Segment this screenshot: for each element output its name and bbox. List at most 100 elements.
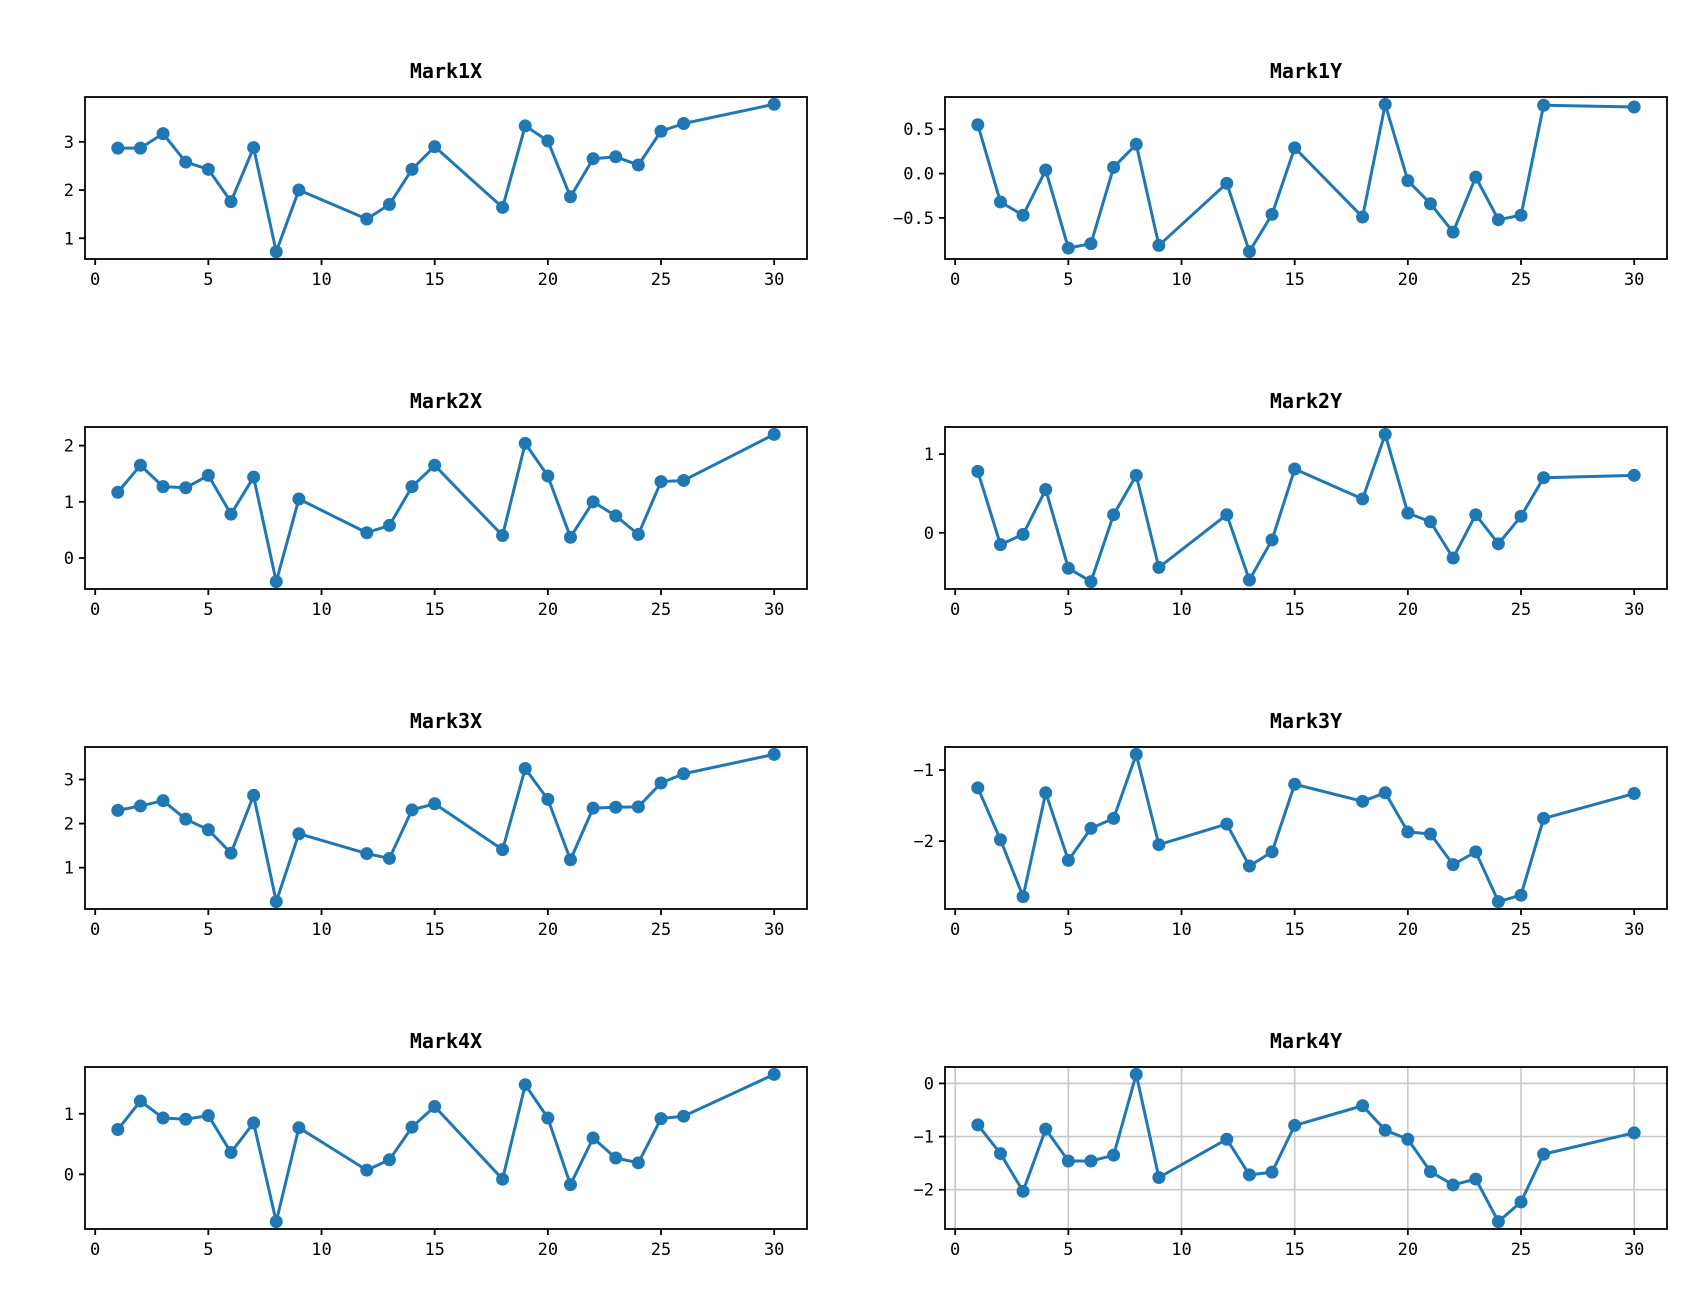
x-tick-label: 10 [1171,1240,1191,1260]
data-point [201,1109,215,1123]
data-point [1084,575,1098,589]
data-point [518,436,532,450]
data-point [1423,515,1437,529]
chart-mark1y: Mark1Y 0 5 10 15 20 25 30 −0.5 0.0 0.5 [865,57,1697,307]
x-tick-label: 20 [1398,600,1418,620]
x-tick-label: 0 [90,920,100,940]
data-point [518,1078,532,1092]
y-tick-label: 0 [64,1165,74,1185]
data-point [677,117,691,131]
data-point [1265,1165,1279,1179]
mark3y-plot: 0 5 10 15 20 25 30 −2 −1 [914,746,1668,940]
x-tick-label: 20 [1398,920,1418,940]
y-tick-label: 1 [64,229,74,249]
data-point [971,118,985,132]
x-tick-label: 25 [651,270,671,290]
axes-box [84,96,808,260]
data-point [1265,533,1279,547]
data-point [1401,1132,1415,1146]
mark1y-plot: 0 5 10 15 20 25 30 −0.5 0.0 0.5 [893,96,1668,290]
data-point [1423,827,1437,841]
x-tick-label: 10 [311,600,331,620]
x-tick-label: 30 [764,920,784,940]
data-point [971,781,985,795]
chart-title: Mark4X [409,1029,483,1053]
data-point [541,792,555,806]
data-point [269,245,283,259]
chart-title: Mark3X [409,709,483,733]
x-tick-label: 0 [90,270,100,290]
axes-box [84,1066,808,1230]
data-point [586,152,600,166]
data-line [116,752,776,904]
data-point [1061,561,1075,575]
data-point [360,212,374,226]
data-point [1039,163,1053,177]
data-point [1514,1195,1528,1209]
data-point [1220,508,1234,522]
data-point [224,507,238,521]
data-point [1401,825,1415,839]
mark4x-plot: 0 5 10 15 20 25 30 0 1 [64,1066,808,1260]
x-tick-label: 20 [1398,1240,1418,1260]
data-point [1537,471,1551,485]
data-point [224,195,238,209]
data-point [609,1151,623,1165]
data-point [767,747,781,761]
data-point [1401,506,1415,520]
y-tick-label: 0 [924,1074,934,1094]
data-point [247,788,261,802]
x-tick-label: 25 [651,600,671,620]
data-point [1356,794,1370,808]
data-point [382,851,396,865]
data-point [1129,468,1143,482]
y-tick-label: 1 [64,493,74,513]
data-point [1016,1184,1030,1198]
data-point [1288,462,1302,476]
data-line [116,1072,776,1224]
data-point [563,1178,577,1192]
data-point [541,1111,555,1125]
chart-title: Mark4Y [1269,1029,1343,1053]
x-tick-label: 5 [1063,600,1073,620]
data-point [1084,237,1098,251]
x-tick-label: 20 [538,920,558,940]
y-tick-label: −2 [914,832,934,852]
data-point [1061,1154,1075,1168]
data-point [609,150,623,164]
chart-mark2y: Mark2Y 0 5 10 15 20 25 30 0 1 [865,387,1697,637]
axes-box [84,746,808,910]
data-point [631,800,645,814]
data-point [563,190,577,204]
data-point [1220,1132,1234,1146]
data-point [1061,241,1075,255]
data-point [1288,141,1302,155]
data-point [1039,786,1053,800]
data-point [1016,208,1030,222]
data-point [1423,1165,1437,1179]
data-point [1356,1099,1370,1113]
data-point [269,1215,283,1229]
x-tick-label: 0 [950,1240,960,1260]
data-point [631,527,645,541]
data-point [1378,97,1392,111]
x-tick-label: 15 [424,270,444,290]
data-point [1061,853,1075,867]
data-line [976,432,1636,584]
data-point [541,469,555,483]
y-tick-label: 0.5 [903,120,934,140]
data-point [1378,427,1392,441]
data-point [586,495,600,509]
x-tick-label: 5 [203,270,213,290]
axes-box [944,426,1668,590]
x-tick-label: 30 [764,1240,784,1260]
data-point [586,1131,600,1145]
data-point [179,1112,193,1126]
data-line [116,432,776,584]
data-point [269,575,283,589]
data-point [1084,1154,1098,1168]
data-point [1469,170,1483,184]
data-point [1152,1171,1166,1184]
data-point [1469,845,1483,859]
